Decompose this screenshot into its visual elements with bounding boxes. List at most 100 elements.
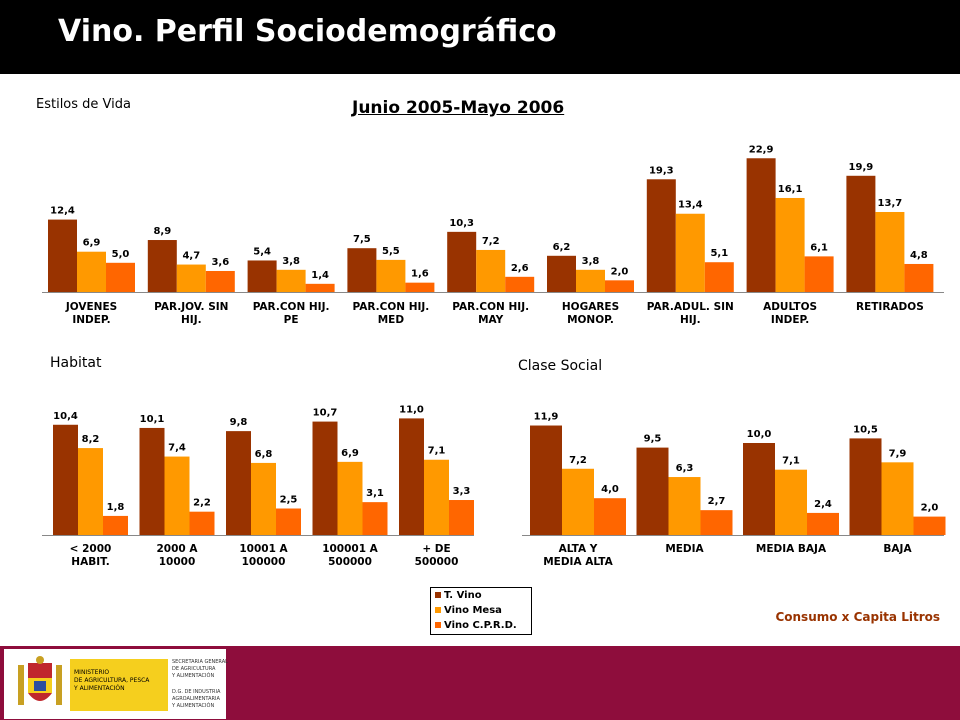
data-label-clase-social-vino-mesa: 7,1 <box>782 456 800 467</box>
bar-estilos-vino-mesa <box>875 211 905 292</box>
data-label-estilos-t-vino: 19,3 <box>649 165 674 176</box>
bar-clase-social-vino-cprd <box>913 516 946 535</box>
category-label-habitat: 100001 A <box>322 543 378 555</box>
ministry-line-3: Y ALIMENTACIÓN <box>74 685 125 692</box>
category-label-estilos: MED <box>378 314 405 326</box>
category-label-clase-social: BAJA <box>883 543 912 555</box>
bar-estilos-vino-cprd <box>804 256 834 292</box>
data-label-estilos-t-vino: 7,5 <box>353 234 371 245</box>
data-label-habitat-t-vino: 10,7 <box>313 408 338 419</box>
category-label-clase-social: MEDIA <box>665 543 704 555</box>
chart-title-estilos: Estilos de Vida <box>36 97 131 112</box>
bar-habitat-vino-cprd <box>103 515 128 535</box>
bar-estilos-t-vino <box>547 255 576 292</box>
legend-swatch-t-vino <box>435 592 441 598</box>
chart-title-clase-social: Clase Social <box>518 358 603 374</box>
category-label-habitat: 10001 A <box>239 543 288 555</box>
data-label-estilos-vino-mesa: 4,7 <box>182 251 200 262</box>
bar-estilos-vino-mesa <box>675 213 705 292</box>
legend-label-t-vino: T. Vino <box>444 590 482 601</box>
data-label-habitat-t-vino: 10,4 <box>53 411 78 422</box>
bar-estilos-vino-mesa <box>176 264 206 292</box>
data-label-estilos-t-vino: 12,4 <box>50 206 75 217</box>
data-label-estilos-t-vino: 6,2 <box>553 242 571 253</box>
bar-estilos-t-vino <box>746 158 776 292</box>
category-label-estilos: PAR.CON HIJ. <box>253 301 330 313</box>
period-title: Junio 2005-Mayo 2006 <box>352 98 565 118</box>
data-label-clase-social-vino-cprd: 2,7 <box>708 496 726 507</box>
category-label-clase-social: MEDIA ALTA <box>543 556 613 568</box>
bar-clase-social-vino-mesa <box>775 469 807 535</box>
data-label-habitat-vino-cprd: 3,3 <box>453 486 471 497</box>
coat-of-arms-icon <box>18 656 62 705</box>
data-label-estilos-t-vino: 19,9 <box>849 162 874 173</box>
data-label-clase-social-vino-mesa: 7,2 <box>569 455 587 466</box>
category-label-estilos: RETIRADOS <box>856 301 924 313</box>
bar-habitat-vino-mesa <box>164 456 190 535</box>
bar-habitat-vino-cprd <box>449 500 474 535</box>
category-label-estilos: HIJ. <box>181 314 202 326</box>
data-label-estilos-vino-cprd: 1,4 <box>311 270 329 281</box>
bar-estilos-t-vino <box>447 231 477 292</box>
bar-estilos-t-vino <box>48 219 77 292</box>
category-label-estilos: PE <box>284 314 299 326</box>
data-label-habitat-vino-mesa: 6,8 <box>255 449 273 460</box>
category-label-habitat: + DE <box>422 543 450 555</box>
units-note: Consumo x Capita Litros <box>775 610 940 624</box>
data-label-estilos-t-vino: 5,4 <box>253 246 271 257</box>
legend-label-vino-cprd: Vino C.P.R.D. <box>444 620 517 631</box>
bar-estilos-vino-cprd <box>605 280 634 292</box>
data-label-estilos-vino-cprd: 5,1 <box>710 248 728 259</box>
bar-estilos-vino-cprd <box>405 282 435 292</box>
bar-habitat-t-vino <box>399 418 424 535</box>
data-label-estilos-vino-cprd: 5,0 <box>112 249 130 260</box>
ministry-line-1: MINISTERIO <box>74 669 110 676</box>
data-label-clase-social-t-vino: 10,0 <box>747 429 772 440</box>
data-label-habitat-vino-cprd: 2,5 <box>280 495 298 506</box>
bar-estilos-vino-mesa <box>376 259 406 292</box>
bar-estilos-t-vino <box>646 179 676 292</box>
bar-estilos-vino-cprd <box>106 262 135 292</box>
bar-habitat-vino-cprd <box>362 502 388 535</box>
page-title: Vino. Perfil Sociodemográfico <box>58 14 557 49</box>
data-label-estilos-t-vino: 8,9 <box>153 226 171 237</box>
bar-estilos-vino-mesa <box>775 197 805 292</box>
category-label-estilos: PAR.CON HIJ. <box>353 301 430 313</box>
legend-swatch-vino-mesa <box>435 607 441 613</box>
bar-clase-social-vino-mesa <box>668 477 701 535</box>
category-label-clase-social: ALTA Y <box>559 543 598 555</box>
data-label-estilos-vino-cprd: 1,6 <box>411 269 429 280</box>
category-label-estilos: ADULTOS <box>763 301 817 313</box>
bar-clase-social-vino-mesa <box>562 468 594 535</box>
category-label-habitat: 500000 <box>415 556 459 568</box>
bar-estilos-vino-cprd <box>904 263 934 292</box>
bar-estilos-t-vino <box>347 248 377 292</box>
legend-item-vino-cprd: Vino C.P.R.D. <box>435 620 517 634</box>
bar-estilos-vino-cprd <box>305 283 335 292</box>
data-label-habitat-vino-mesa: 8,2 <box>82 434 100 445</box>
data-label-clase-social-vino-mesa: 7,9 <box>889 448 907 459</box>
direccion-line-3: Y ALIMENTACIÓN <box>172 703 215 709</box>
legend-item-t-vino: T. Vino <box>435 590 482 604</box>
data-label-clase-social-vino-cprd: 4,0 <box>601 484 619 495</box>
category-label-habitat: 2000 A <box>156 543 198 555</box>
bar-habitat-t-vino <box>226 431 251 535</box>
bar-estilos-vino-mesa <box>476 249 506 292</box>
secretaria-line-2: DE AGRICULTURA <box>172 666 216 672</box>
data-label-estilos-vino-cprd: 2,6 <box>511 263 529 274</box>
data-label-habitat-vino-cprd: 3,1 <box>366 488 384 499</box>
bar-clase-social-vino-cprd <box>807 512 839 535</box>
bar-estilos-t-vino <box>846 175 876 292</box>
data-label-estilos-t-vino: 22,9 <box>749 144 774 155</box>
bar-estilos-vino-cprd <box>505 276 535 292</box>
category-label-estilos: MAY <box>478 314 504 326</box>
data-label-habitat-vino-cprd: 1,8 <box>107 502 125 513</box>
bar-habitat-t-vino <box>139 427 165 535</box>
data-label-estilos-t-vino: 10,3 <box>449 218 474 229</box>
data-label-habitat-t-vino: 11,0 <box>399 404 424 415</box>
secretaria-name: SECRETARIA GENERAL DE AGRICULTURA Y ALIM… <box>172 659 228 680</box>
data-label-habitat-t-vino: 10,1 <box>140 414 165 425</box>
bar-habitat-vino-mesa <box>337 461 363 535</box>
category-label-estilos: PAR.JOV. SIN <box>154 301 228 313</box>
